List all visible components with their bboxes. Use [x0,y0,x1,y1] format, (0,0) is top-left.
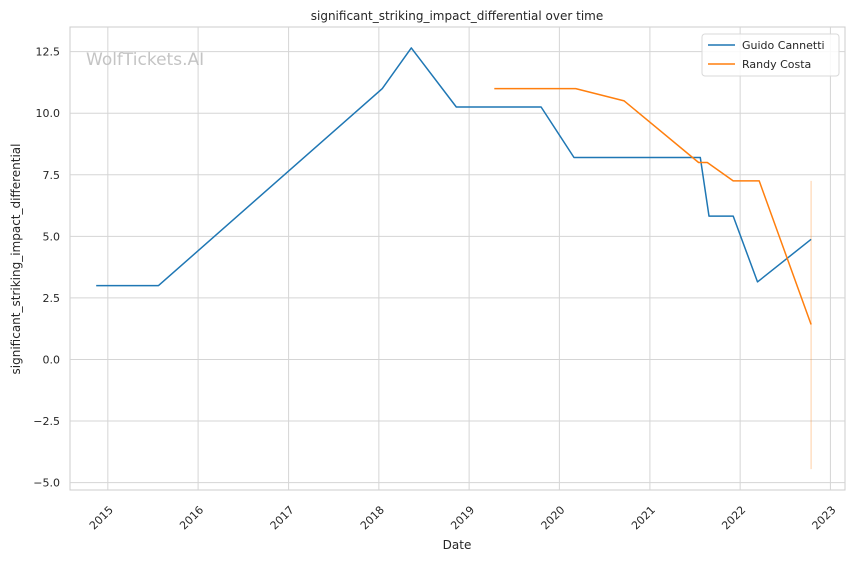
y-tick-label: 5.0 [43,230,61,243]
legend-label-guido-cannetti: Guido Cannetti [742,39,825,52]
series-line-randy-costa [494,87,812,325]
y-tick-label: 12.5 [36,46,61,59]
series-lines [96,47,812,325]
y-tick-label: −5.0 [33,477,60,490]
y-tick-labels: −5.0 −2.5 0.0 2.5 5.0 7.5 10.0 12.5 [33,46,60,490]
plot-area [69,26,846,491]
x-gridlines [107,27,831,490]
x-axis-title: Date [443,538,472,552]
y-tick-label: 2.5 [43,292,61,305]
legend-box [701,33,840,77]
y-axis-title: significant_striking_impact_differential [9,144,23,375]
y-tick-label: 7.5 [43,169,61,182]
series-line-guido-cannetti [96,47,812,287]
legend-label-randy-costa: Randy Costa [742,58,811,71]
chart-title: significant_striking_impact_differential… [311,9,603,23]
legend: Guido Cannetti Randy Costa [701,33,840,77]
y-tick-label: 0.0 [43,353,61,366]
watermark: WolfTickets.AI [86,50,204,70]
y-tick-label: −2.5 [33,415,60,428]
y-tick-label: 10.0 [36,107,61,120]
